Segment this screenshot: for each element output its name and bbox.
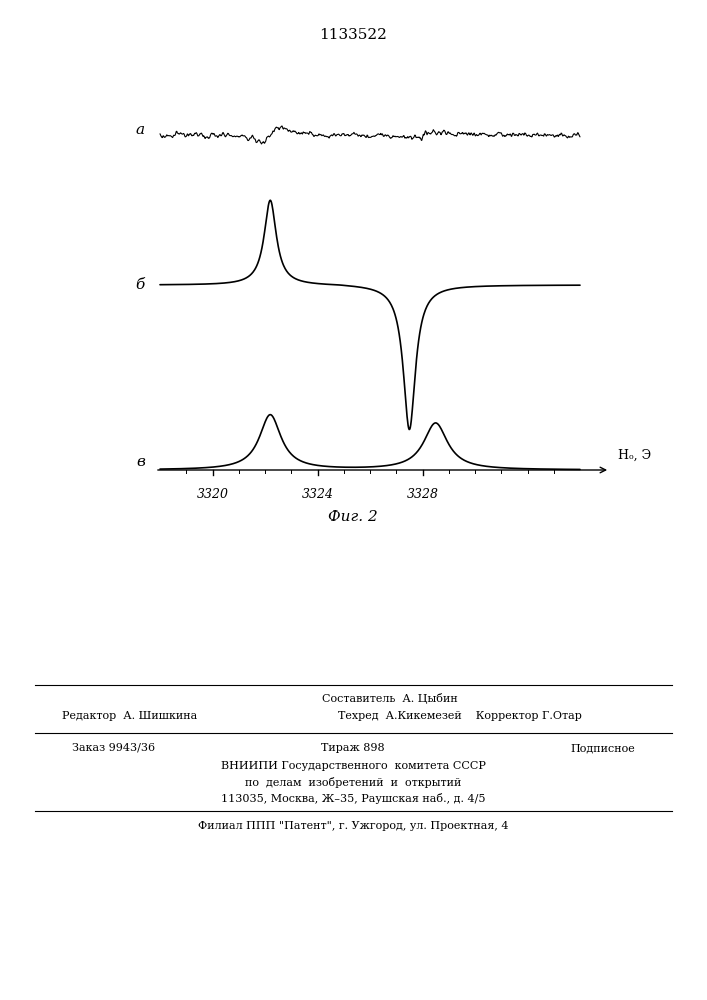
- Text: Фиг. 2: Фиг. 2: [328, 510, 378, 524]
- Text: Филиал ППП "Патент", г. Ужгород, ул. Проектная, 4: Филиал ППП "Патент", г. Ужгород, ул. Про…: [198, 821, 508, 831]
- Text: Редактор  А. Шишкина: Редактор А. Шишкина: [62, 711, 198, 721]
- Text: 113035, Москва, Ж–35, Раушская наб., д. 4/5: 113035, Москва, Ж–35, Раушская наб., д. …: [221, 793, 485, 804]
- Text: Hₒ, Э: Hₒ, Э: [618, 449, 651, 462]
- Text: 3324: 3324: [301, 488, 334, 501]
- Text: б: б: [136, 278, 145, 292]
- Text: Тираж 898: Тираж 898: [321, 743, 385, 753]
- Text: 3320: 3320: [197, 488, 228, 501]
- Text: Составитель  А. Цыбин: Составитель А. Цыбин: [322, 693, 458, 704]
- Text: ВНИИПИ Государственного  комитета СССР: ВНИИПИ Государственного комитета СССР: [221, 761, 486, 771]
- Text: Техред  А.Кикемезей    Корректор Г.Отар: Техред А.Кикемезей Корректор Г.Отар: [338, 711, 582, 721]
- Text: 1133522: 1133522: [319, 28, 387, 42]
- Text: Подписное: Подписное: [571, 743, 635, 753]
- Text: a: a: [136, 123, 145, 137]
- Text: в: в: [136, 455, 145, 469]
- Text: 3328: 3328: [407, 488, 438, 501]
- Text: Заказ 9943/36: Заказ 9943/36: [72, 743, 155, 753]
- Text: по  делам  изобретений  и  открытий: по делам изобретений и открытий: [245, 777, 461, 788]
